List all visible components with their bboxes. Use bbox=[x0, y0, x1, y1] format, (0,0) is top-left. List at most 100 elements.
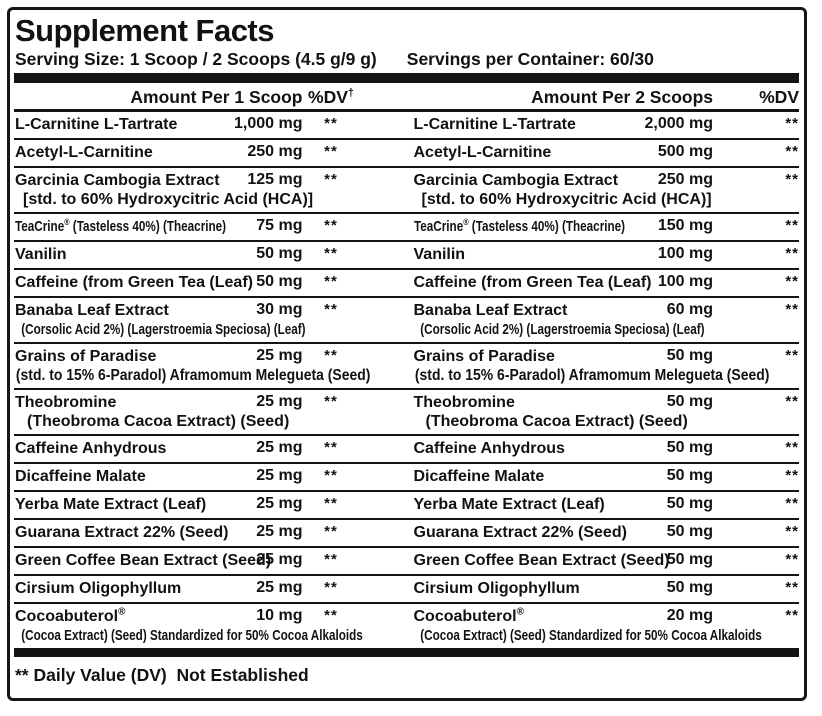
ingredient-dv: ** bbox=[324, 439, 338, 456]
ingredient-name: Caffeine Anhydrous bbox=[413, 440, 565, 457]
ingredient-dv: ** bbox=[785, 439, 799, 456]
ingredient-name: L-Carnitine L-Tartrate bbox=[15, 116, 178, 133]
ingredient-row: Banaba Leaf Extract 30 mg ** (Corsolic A… bbox=[14, 296, 799, 342]
ingredient-subtext: (Theobroma Cacoa Extract) (Seed) bbox=[425, 413, 688, 430]
ingredient-name: Cocoabuterol® bbox=[413, 606, 524, 625]
ingredient-dv: ** bbox=[324, 245, 338, 262]
ingredient-name: Garcinia Cambogia Extract bbox=[15, 172, 220, 189]
ingredient-main-line: Garcinia Cambogia Extract bbox=[414, 171, 800, 191]
ingredient-left-half: Vanilin 50 mg ** bbox=[14, 242, 407, 268]
ingredient-amount: 30 mg bbox=[256, 301, 303, 318]
ingredient-main-line: L-Carnitine L-Tartrate bbox=[414, 115, 800, 135]
ingredient-main-line: L-Carnitine L-Tartrate bbox=[15, 115, 407, 135]
ingredient-main-line: Cirsium Oligophyllum bbox=[15, 579, 407, 599]
ingredient-dv: ** bbox=[785, 143, 799, 160]
ingredient-amount: 50 mg bbox=[666, 523, 713, 540]
ingredient-amount: 25 mg bbox=[256, 523, 303, 540]
ingredient-name: Caffeine Anhydrous bbox=[15, 440, 167, 457]
ingredient-left-half: Dicaffeine Malate 25 mg ** bbox=[14, 464, 407, 490]
divider-bar-bottom bbox=[14, 648, 799, 657]
ingredient-left-half: L-Carnitine L-Tartrate 1,000 mg ** bbox=[14, 112, 407, 138]
ingredient-main-line: Dicaffeine Malate bbox=[15, 467, 407, 487]
ingredient-name: TeaCrine® (Tasteless 40%) (Theacrine) bbox=[413, 217, 625, 235]
ingredient-main-line: Caffeine Anhydrous bbox=[414, 439, 800, 459]
ingredient-row: Caffeine (from Green Tea (Leaf) 50 mg **… bbox=[14, 268, 799, 296]
ingredient-main-line: Dicaffeine Malate bbox=[414, 467, 800, 487]
ingredient-dv: ** bbox=[324, 273, 338, 290]
ingredient-main-line: Grains of Paradise bbox=[15, 347, 407, 367]
ingredient-amount: 10 mg bbox=[256, 607, 303, 624]
ingredient-main-line: Grains of Paradise bbox=[414, 347, 800, 367]
ingredient-left-half: Banaba Leaf Extract 30 mg ** (Corsolic A… bbox=[14, 298, 407, 342]
ingredient-name: Garcinia Cambogia Extract bbox=[413, 172, 619, 189]
ingredient-subtext: (std. to 15% 6-Paradol) Aframomum Melegu… bbox=[15, 367, 371, 384]
ingredient-right-half: Green Coffee Bean Extract (Seed) 50 mg *… bbox=[407, 548, 800, 574]
ingredient-main-line: Green Coffee Bean Extract (Seed) bbox=[15, 551, 407, 571]
ingredient-main-line: Caffeine (from Green Tea (Leaf) bbox=[414, 273, 800, 293]
ingredient-left-half: TeaCrine® (Tasteless 40%) (Theacrine) 75… bbox=[14, 214, 407, 240]
serving-size-text: Serving Size: 1 Scoop / 2 Scoops (4.5 g/… bbox=[15, 49, 377, 69]
ingredient-left-half: Caffeine (from Green Tea (Leaf) 50 mg ** bbox=[14, 270, 407, 296]
ingredient-main-line: TeaCrine® (Tasteless 40%) (Theacrine) bbox=[414, 217, 800, 237]
ingredient-dv: ** bbox=[324, 171, 338, 188]
ingredient-left-half: Cocoabuterol® 10 mg ** (Cocoa Extract) (… bbox=[14, 604, 407, 648]
ingredient-amount: 75 mg bbox=[256, 217, 303, 234]
ingredient-amount: 25 mg bbox=[256, 393, 303, 410]
ingredient-name: Grains of Paradise bbox=[15, 348, 157, 365]
ingredient-left-half: Caffeine Anhydrous 25 mg ** bbox=[14, 436, 407, 462]
ingredient-row: Yerba Mate Extract (Leaf) 25 mg ** Yerba… bbox=[14, 490, 799, 518]
ingredient-main-line: Caffeine Anhydrous bbox=[15, 439, 407, 459]
ingredient-main-line: Guarana Extract 22% (Seed) bbox=[414, 523, 800, 543]
ingredient-dv: ** bbox=[324, 217, 338, 234]
ingredient-name: Cirsium Oligophyllum bbox=[15, 580, 182, 597]
ingredient-dv: ** bbox=[324, 347, 338, 364]
ingredient-main-line: Yerba Mate Extract (Leaf) bbox=[414, 495, 800, 515]
ingredient-subtext: [std. to 60% Hydroxycitric Acid (HCA)] bbox=[23, 191, 314, 208]
ingredient-amount: 100 mg bbox=[657, 245, 713, 262]
ingredient-row: Grains of Paradise 25 mg ** (std. to 15%… bbox=[14, 342, 799, 388]
header-right-half: Amount Per 2 Scoops %DV bbox=[407, 83, 799, 109]
ingredient-name: Green Coffee Bean Extract (Seed) bbox=[15, 552, 272, 569]
ingredient-dv: ** bbox=[324, 523, 338, 540]
ingredient-dv: ** bbox=[785, 301, 799, 318]
ingredient-left-half: Yerba Mate Extract (Leaf) 25 mg ** bbox=[14, 492, 407, 518]
ingredient-row: L-Carnitine L-Tartrate 1,000 mg ** L-Car… bbox=[14, 112, 799, 138]
ingredient-main-line: Banaba Leaf Extract bbox=[15, 301, 407, 321]
ingredient-main-line: Cirsium Oligophyllum bbox=[414, 579, 800, 599]
ingredient-subtext: (Corsolic Acid 2%) (Lagerstroemia Specio… bbox=[419, 321, 705, 338]
ingredient-right-half: Theobromine 50 mg ** (Theobroma Cacoa Ex… bbox=[407, 390, 800, 434]
ingredient-right-half: Garcinia Cambogia Extract 250 mg ** [std… bbox=[407, 168, 800, 212]
serving-info: Serving Size: 1 Scoop / 2 Scoops (4.5 g/… bbox=[15, 48, 799, 70]
ingredient-dv: ** bbox=[785, 393, 799, 410]
ingredient-subtext: (Cocoa Extract) (Seed) Standardized for … bbox=[419, 627, 762, 644]
ingredient-right-half: Caffeine Anhydrous 50 mg ** bbox=[407, 436, 800, 462]
ingredient-main-line: Vanilin bbox=[414, 245, 800, 265]
ingredient-subtext: (Cocoa Extract) (Seed) Standardized for … bbox=[21, 627, 363, 644]
ingredient-amount: 50 mg bbox=[256, 245, 303, 262]
ingredient-dv: ** bbox=[785, 115, 799, 132]
ingredient-name: Theobromine bbox=[413, 394, 515, 411]
ingredient-left-half: Cirsium Oligophyllum 25 mg ** bbox=[14, 576, 407, 602]
ingredient-amount: 50 mg bbox=[666, 579, 713, 596]
ingredient-dv: ** bbox=[785, 467, 799, 484]
ingredient-main-line: Acetyl-L-Carnitine bbox=[15, 143, 407, 163]
ingredient-amount: 25 mg bbox=[256, 551, 303, 568]
ingredient-main-line: Guarana Extract 22% (Seed) bbox=[15, 523, 407, 543]
ingredient-row: Guarana Extract 22% (Seed) 25 mg ** Guar… bbox=[14, 518, 799, 546]
ingredient-right-half: Grains of Paradise 50 mg ** (std. to 15%… bbox=[407, 344, 800, 388]
ingredient-right-half: L-Carnitine L-Tartrate 2,000 mg ** bbox=[407, 112, 800, 138]
ingredient-right-half: Banaba Leaf Extract 60 mg ** (Corsolic A… bbox=[407, 298, 800, 342]
ingredient-dv: ** bbox=[785, 347, 799, 364]
ingredient-amount: 50 mg bbox=[666, 495, 713, 512]
ingredient-dv: ** bbox=[324, 607, 338, 624]
ingredient-name: Green Coffee Bean Extract (Seed) bbox=[413, 552, 670, 569]
ingredient-name: Cocoabuterol® bbox=[15, 606, 126, 625]
ingredient-amount: 25 mg bbox=[256, 579, 303, 596]
ingredient-amount: 250 mg bbox=[657, 171, 713, 188]
ingredient-dv: ** bbox=[324, 551, 338, 568]
servings-per-container-text: Servings per Container: 60/30 bbox=[406, 49, 654, 69]
ingredient-amount: 25 mg bbox=[256, 467, 303, 484]
ingredient-name: Yerba Mate Extract (Leaf) bbox=[413, 496, 605, 513]
header-amount-per-1-scoop: Amount Per 1 Scoop bbox=[130, 87, 303, 107]
ingredient-main-line: Yerba Mate Extract (Leaf) bbox=[15, 495, 407, 515]
